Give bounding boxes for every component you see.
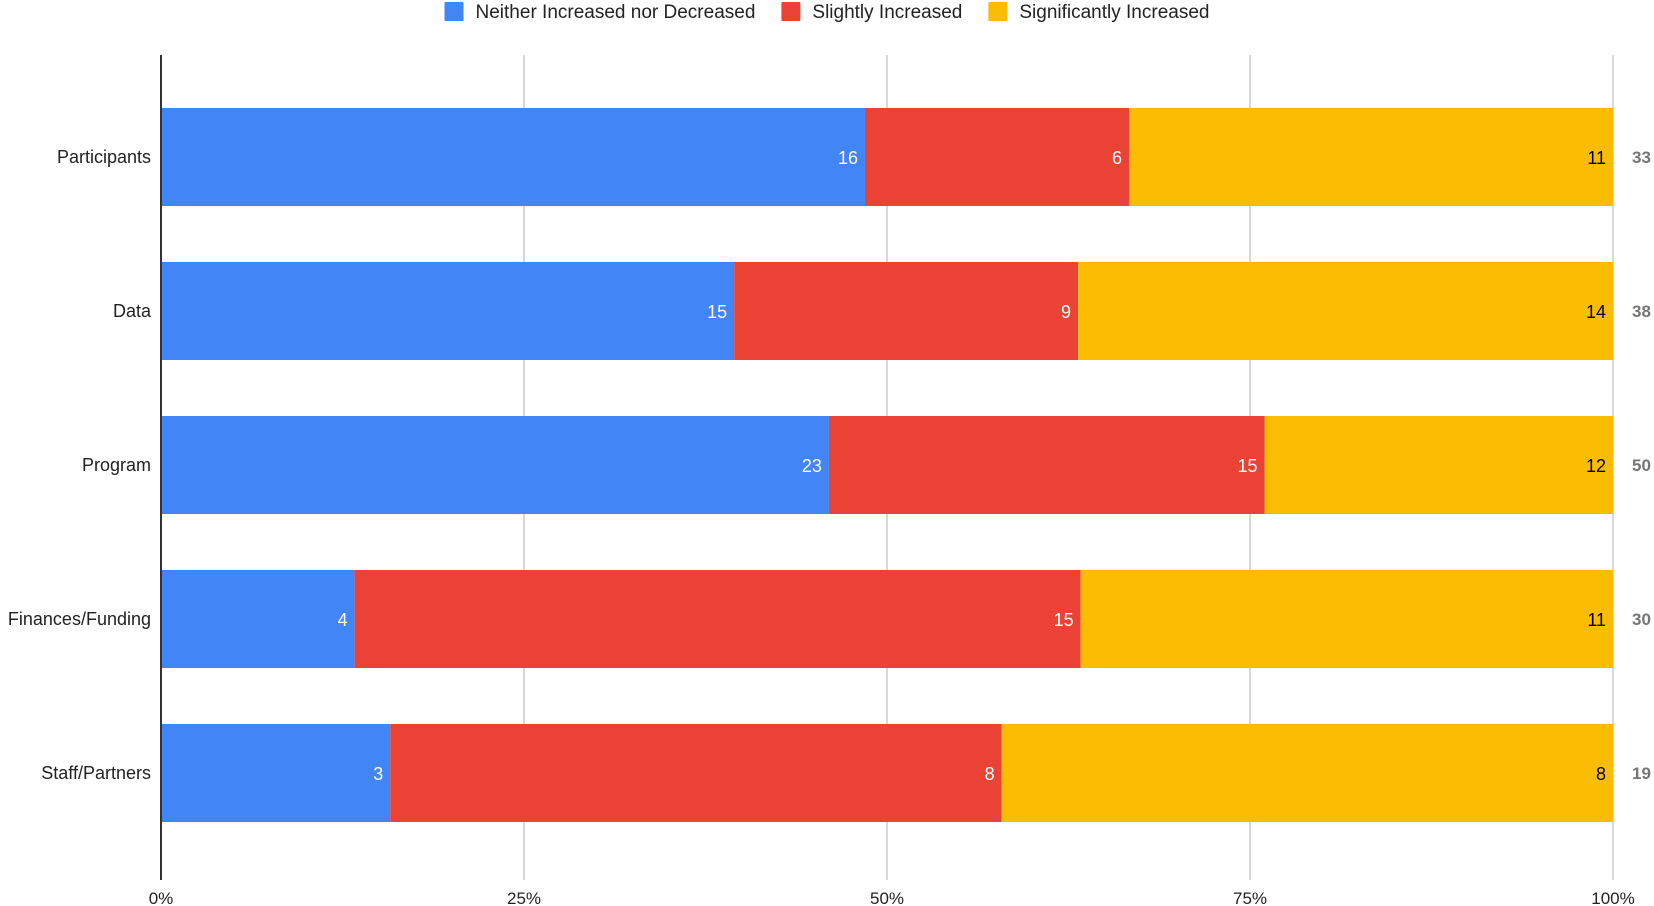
x-tick-label: 0% xyxy=(149,889,174,906)
bar-value-label: 23 xyxy=(802,456,822,476)
legend-swatch xyxy=(444,2,464,21)
bar-segment-significantly-increased xyxy=(1080,570,1613,668)
bar-value-label: 16 xyxy=(838,148,858,168)
total-label: 50 xyxy=(1632,456,1651,475)
bar-value-label: 8 xyxy=(985,764,995,784)
total-label: 38 xyxy=(1632,302,1651,321)
bar-segment-neither-increased-nor-decreased xyxy=(161,570,355,668)
bar-value-label: 6 xyxy=(1112,148,1122,168)
bar-segment-neither-increased-nor-decreased xyxy=(161,416,829,514)
bar-value-label: 4 xyxy=(338,610,348,630)
legend-label: Slightly Increased xyxy=(812,2,962,23)
bar-value-label: 9 xyxy=(1061,302,1071,322)
x-tick-label: 75% xyxy=(1233,889,1267,906)
bar-segment-slightly-increased xyxy=(354,570,1081,668)
bar-value-label: 15 xyxy=(1054,610,1074,630)
bar-value-label: 11 xyxy=(1587,148,1606,168)
bar-segment-significantly-increased xyxy=(1264,416,1613,514)
legend-label: Significantly Increased xyxy=(1019,2,1209,23)
bar-segment-slightly-increased xyxy=(828,416,1265,514)
legend: Neither Increased nor Decreased Slightly … xyxy=(444,2,1209,23)
category-label: Program xyxy=(82,455,151,475)
legend-item-significantly-increased: Significantly Increased xyxy=(988,2,1209,23)
total-label: 33 xyxy=(1632,148,1651,167)
bar-segment-significantly-increased xyxy=(1129,108,1613,206)
category-label: Finances/Funding xyxy=(8,609,151,629)
x-tick-label: 100% xyxy=(1591,889,1634,906)
total-label: 19 xyxy=(1632,764,1651,783)
legend-item-slightly-increased: Slightly Increased xyxy=(781,2,962,23)
bar-segment-slightly-increased xyxy=(734,262,1079,360)
legend-label: Neither Increased nor Decreased xyxy=(476,2,756,23)
bar-segment-neither-increased-nor-decreased xyxy=(161,108,865,206)
bar-value-label: 3 xyxy=(373,764,383,784)
bar-segment-significantly-increased xyxy=(1078,262,1613,360)
bar-segment-neither-increased-nor-decreased xyxy=(161,724,391,822)
category-label: Data xyxy=(113,301,152,321)
bar-value-label: 14 xyxy=(1586,302,1606,322)
category-label: Participants xyxy=(57,147,151,167)
bar-segment-slightly-increased xyxy=(390,724,1002,822)
bar-segment-significantly-increased xyxy=(1001,724,1613,822)
legend-item-neither-increased-nor-decreased: Neither Increased nor Decreased xyxy=(444,2,756,23)
bar-value-label: 8 xyxy=(1596,764,1606,784)
bar-segment-neither-increased-nor-decreased xyxy=(161,262,735,360)
bar-value-label: 12 xyxy=(1586,456,1606,476)
legend-swatch xyxy=(781,2,801,21)
bars: 16 6 11 15 9 14 23 15 12 4 15 11 3 8 8 xyxy=(161,108,1613,822)
x-tick-label: 50% xyxy=(870,889,904,906)
bar-value-label: 15 xyxy=(1237,456,1257,476)
x-tick-label: 25% xyxy=(507,889,541,906)
bar-segment-slightly-increased xyxy=(865,108,1129,206)
total-label: 30 xyxy=(1632,610,1651,629)
bar-value-label: 15 xyxy=(707,302,727,322)
legend-swatch xyxy=(988,2,1008,21)
category-label: Staff/Partners xyxy=(41,763,151,783)
bar-value-label: 11 xyxy=(1587,610,1606,630)
